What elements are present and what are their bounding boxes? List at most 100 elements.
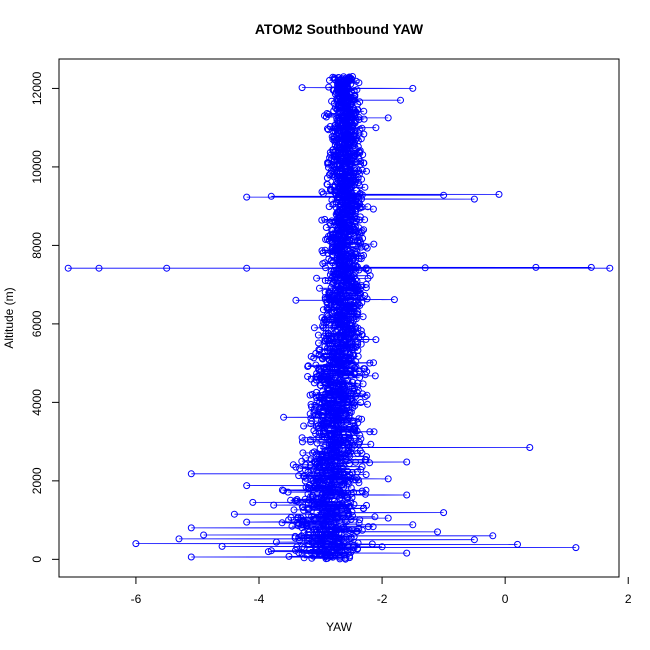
data-point: [369, 523, 377, 531]
data-point: [532, 263, 540, 271]
data-point: [397, 96, 404, 104]
data-point: [330, 270, 338, 278]
data-point: [300, 472, 308, 480]
data-point: [325, 203, 333, 211]
data-point: [514, 540, 521, 548]
data-point: [318, 188, 326, 196]
data-point: [355, 148, 363, 155]
data-point: [298, 550, 306, 557]
data-point: [384, 475, 392, 483]
data-point: [298, 84, 306, 92]
y-axis-label: Altitude (m): [2, 287, 16, 348]
data-point: [325, 83, 333, 91]
data-point: [310, 448, 318, 456]
x-axis-label: YAW: [326, 620, 353, 634]
data-point: [298, 543, 306, 551]
data-point: [318, 216, 326, 224]
data-point: [311, 401, 319, 409]
data-point: [316, 381, 324, 389]
data-point: [218, 542, 226, 550]
data-point: [293, 496, 301, 503]
data-point: [409, 84, 417, 92]
data-point: [348, 398, 356, 406]
data-point: [331, 403, 339, 410]
data-point: [352, 458, 360, 466]
data-point: [354, 263, 361, 271]
data-point: [384, 514, 392, 522]
data-point: [358, 526, 366, 534]
data-point: [308, 417, 316, 425]
chart-title: ATOM2 Southbound YAW: [255, 21, 424, 37]
data-point: [352, 363, 360, 371]
data-point: [606, 264, 614, 272]
data-point: [306, 461, 314, 469]
data-point: [312, 411, 319, 419]
data-point: [357, 399, 365, 406]
data-point: [334, 498, 342, 506]
data-point: [309, 491, 317, 499]
data-point: [421, 264, 429, 272]
data-point: [356, 213, 364, 221]
data-point: [298, 503, 306, 511]
x-tick-label: 2: [625, 592, 632, 606]
data-point: [325, 255, 333, 263]
data-point: [313, 397, 321, 405]
data-point: [333, 306, 341, 314]
data-point: [315, 473, 323, 481]
data-point: [295, 472, 303, 480]
x-tick-label: -2: [377, 592, 388, 606]
data-point: [314, 411, 322, 419]
y-tick-label: 12000: [30, 71, 44, 105]
data-point: [355, 524, 363, 532]
y-axis: 0 2000 4000 6000 8000 10000 12000: [30, 71, 59, 563]
data-point: [345, 291, 353, 299]
data-point: [326, 535, 334, 543]
data-point: [358, 487, 366, 495]
data-point: [299, 449, 307, 457]
data-point: [489, 532, 497, 540]
data-point: [339, 476, 347, 484]
data-point: [358, 415, 366, 423]
data-point: [354, 476, 362, 484]
data-point: [356, 438, 363, 446]
data-point: [371, 372, 379, 380]
y-tick-label: 2000: [30, 467, 44, 494]
data-point: [300, 554, 308, 562]
data-point: [363, 501, 370, 509]
data-point: [298, 434, 306, 442]
data-point: [371, 513, 379, 521]
data-point: [309, 449, 316, 457]
data-point: [326, 219, 334, 227]
data-point: [308, 390, 316, 398]
data-point: [316, 284, 323, 292]
data-point: [297, 514, 305, 522]
data-point: [403, 458, 411, 466]
data-point: [358, 331, 366, 338]
data-point: [362, 486, 370, 494]
data-point: [362, 335, 370, 343]
data-point: [291, 497, 299, 505]
data-point: [315, 351, 323, 358]
data-point: [357, 157, 365, 165]
data-point: [342, 368, 350, 376]
data-point: [353, 86, 361, 94]
x-axis: -6 -4 -2 0 2: [131, 577, 632, 606]
data-point: [347, 206, 355, 214]
y-tick-label: 8000: [30, 232, 44, 259]
data-point: [294, 513, 302, 521]
data-point: [289, 461, 297, 469]
data-point: [434, 528, 441, 536]
data-point: [304, 362, 312, 370]
data-point: [370, 428, 378, 436]
data-point: [200, 531, 208, 539]
data-point: [315, 346, 323, 354]
data-point: [364, 523, 372, 531]
data-point: [390, 296, 398, 304]
data-point: [305, 541, 313, 549]
data-point: [372, 336, 380, 344]
data-point: [306, 436, 314, 444]
data-point: [356, 447, 364, 455]
data-point: [354, 539, 362, 547]
data-point: [280, 487, 288, 495]
data-point: [303, 522, 311, 530]
